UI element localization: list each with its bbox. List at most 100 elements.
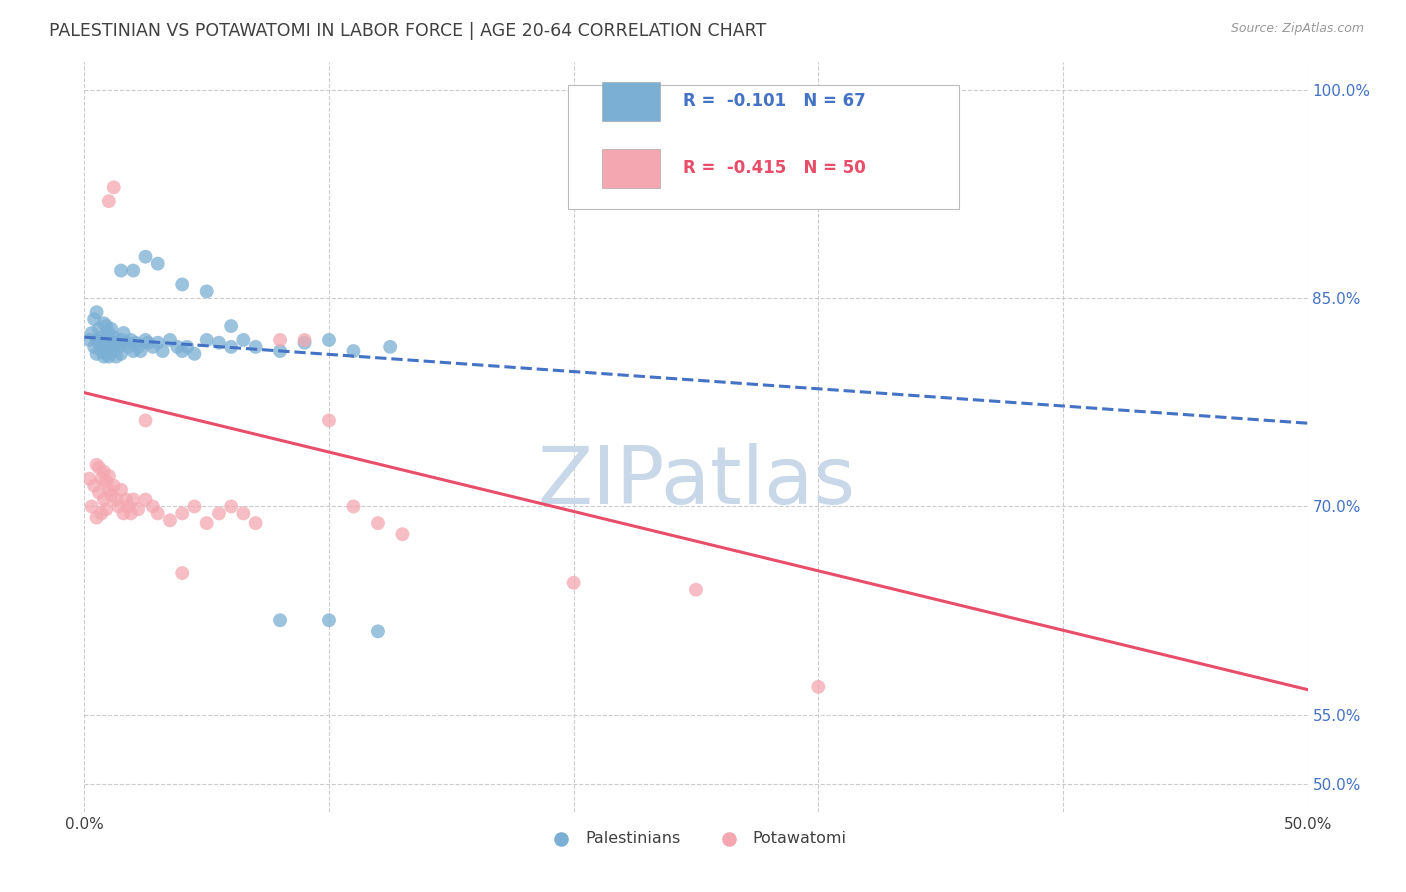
Point [166,340,188,354]
Point [83,340,105,354]
Point [208,507,231,521]
Point [122,492,145,507]
Point [120,333,142,347]
Point [90,344,112,359]
Point [77,333,100,347]
Text: Source: ZipAtlas.com: Source: ZipAtlas.com [1230,22,1364,36]
Point [110,347,132,361]
Text: R =  -0.101   N = 67: R = -0.101 N = 67 [682,93,865,111]
Point [135,413,157,427]
Point [87,322,110,336]
Point [96,333,118,347]
Point [93,316,115,330]
Point [96,475,118,489]
Point [172,566,194,580]
Point [135,250,157,264]
Point [380,340,402,354]
Point [107,340,129,354]
Point [176,340,198,354]
Point [93,492,115,507]
Point [146,335,169,350]
Point [142,500,165,514]
Point [562,575,585,590]
Point [195,285,218,299]
Point [103,330,125,344]
Point [105,350,128,364]
Point [245,340,267,354]
Point [318,333,340,347]
Legend: Palestinians, Potawatomi: Palestinians, Potawatomi [538,825,853,853]
Point [87,335,110,350]
Point [172,277,194,292]
Point [100,335,122,350]
Point [103,478,125,492]
Point [208,335,231,350]
Point [96,347,118,361]
Point [122,263,145,277]
Point [97,483,120,497]
Point [232,507,254,521]
FancyBboxPatch shape [602,149,661,187]
Point [183,500,205,514]
Point [90,472,112,486]
Point [120,507,142,521]
Point [110,483,132,497]
Point [112,507,135,521]
Point [391,527,413,541]
Point [807,680,830,694]
Point [107,500,129,514]
FancyBboxPatch shape [602,82,661,121]
Point [367,516,389,530]
Point [146,507,169,521]
Point [136,335,159,350]
Point [269,613,291,627]
Point [86,305,108,319]
Point [159,513,181,527]
Point [96,502,118,516]
Point [105,335,128,350]
Text: PALESTINIAN VS POTAWATOMI IN LABOR FORCE | AGE 20-64 CORRELATION CHART: PALESTINIAN VS POTAWATOMI IN LABOR FORCE… [49,22,766,40]
Point [100,488,122,502]
Point [294,333,316,347]
Point [135,492,157,507]
Point [219,340,242,354]
Point [127,340,149,354]
Point [80,500,103,514]
Point [117,340,139,354]
Point [219,500,242,514]
Point [97,350,120,364]
Point [127,502,149,516]
Point [152,344,174,359]
Point [100,322,122,336]
Point [122,344,145,359]
Point [103,180,125,194]
Point [195,333,218,347]
Point [342,500,364,514]
Point [172,507,194,521]
Point [115,492,138,507]
Point [86,347,108,361]
Point [142,340,165,354]
Text: ZIPatlas: ZIPatlas [537,443,855,521]
Point [135,333,157,347]
Text: R =  -0.415   N = 50: R = -0.415 N = 50 [682,159,865,178]
Point [269,344,291,359]
Point [93,340,115,354]
Point [97,194,120,209]
Point [172,344,194,359]
Point [117,500,139,514]
Point [86,458,108,472]
Point [269,333,291,347]
Point [86,510,108,524]
Point [110,263,132,277]
Point [318,613,340,627]
Point [93,350,115,364]
Point [245,516,267,530]
FancyBboxPatch shape [568,85,959,209]
Point [110,333,132,347]
Point [129,344,152,359]
Point [159,333,181,347]
Point [97,326,120,340]
Point [90,330,112,344]
Point [83,478,105,492]
